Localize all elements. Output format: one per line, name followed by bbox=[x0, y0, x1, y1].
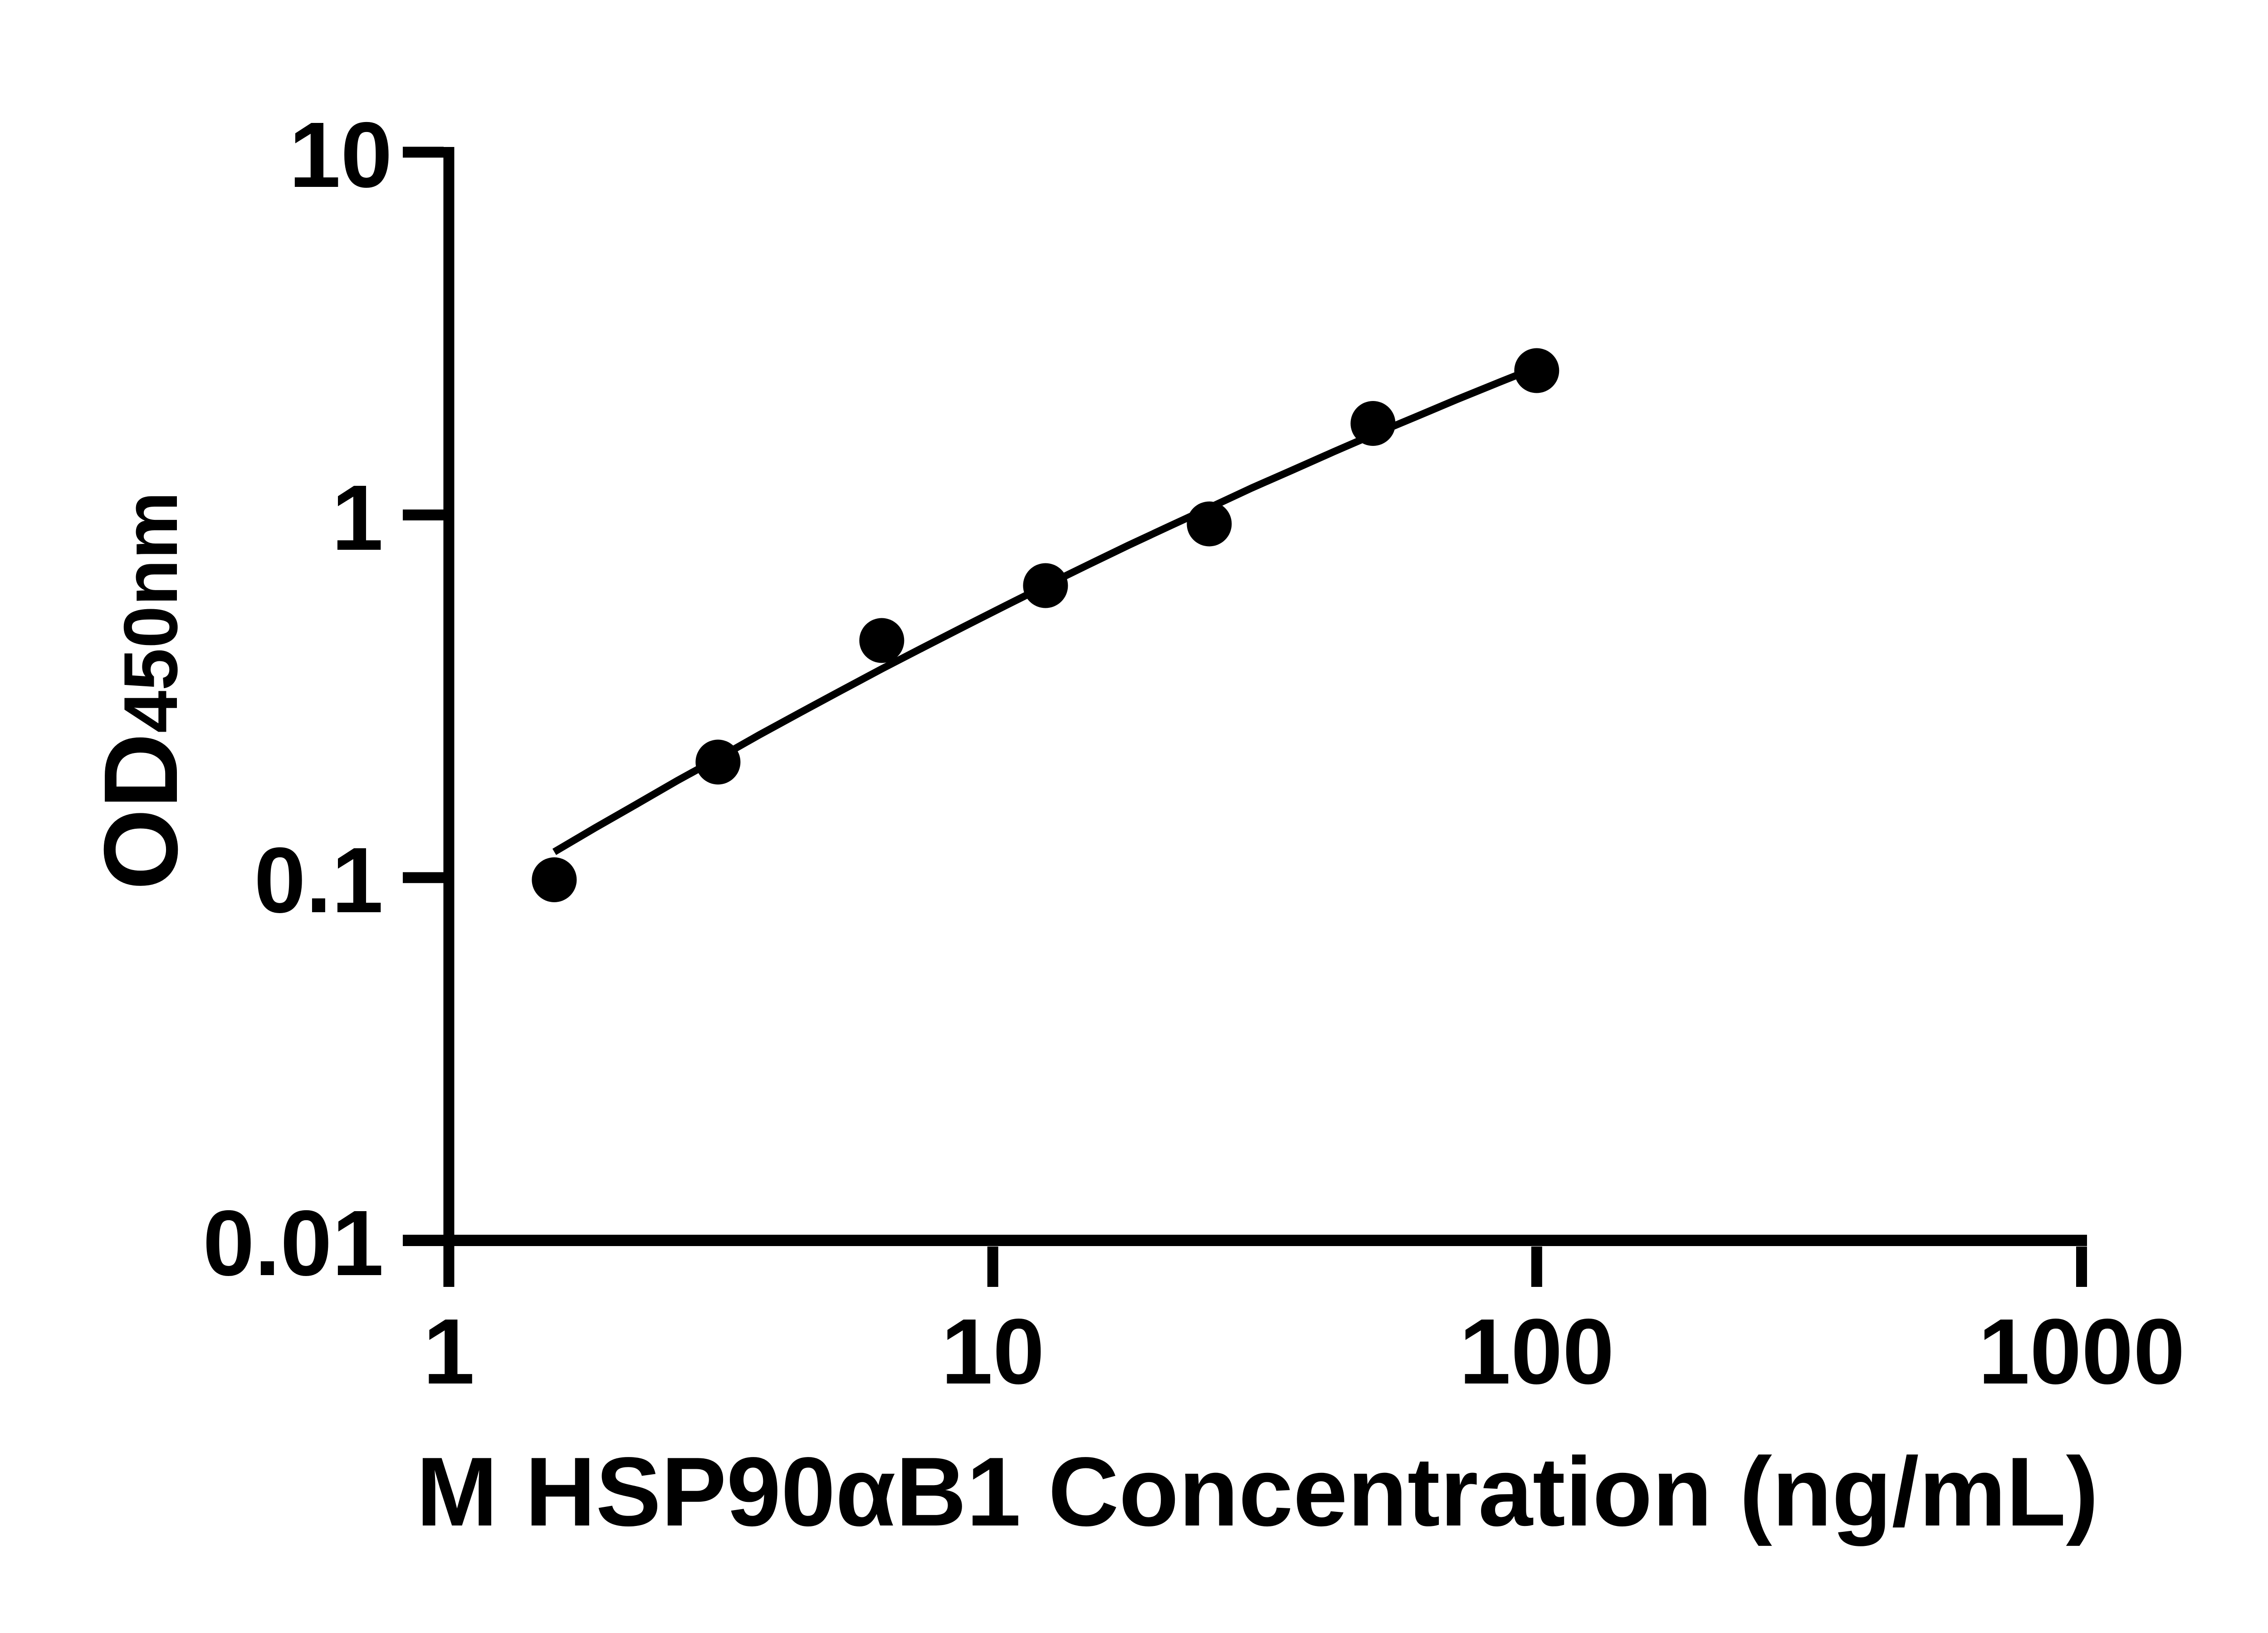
svg-text:100: 100 bbox=[1459, 1300, 1614, 1403]
svg-text:1: 1 bbox=[332, 466, 383, 570]
svg-text:10: 10 bbox=[289, 103, 392, 207]
svg-text:0.01: 0.01 bbox=[203, 1191, 384, 1295]
svg-text:1000: 1000 bbox=[1978, 1300, 2185, 1403]
svg-text:0.1: 0.1 bbox=[254, 828, 383, 932]
svg-text:M HSP90αB1 Concentration (ng/m: M HSP90αB1 Concentration (ng/mL) bbox=[416, 1437, 2098, 1546]
svg-text:1: 1 bbox=[423, 1300, 474, 1403]
svg-text:10: 10 bbox=[941, 1300, 1045, 1403]
